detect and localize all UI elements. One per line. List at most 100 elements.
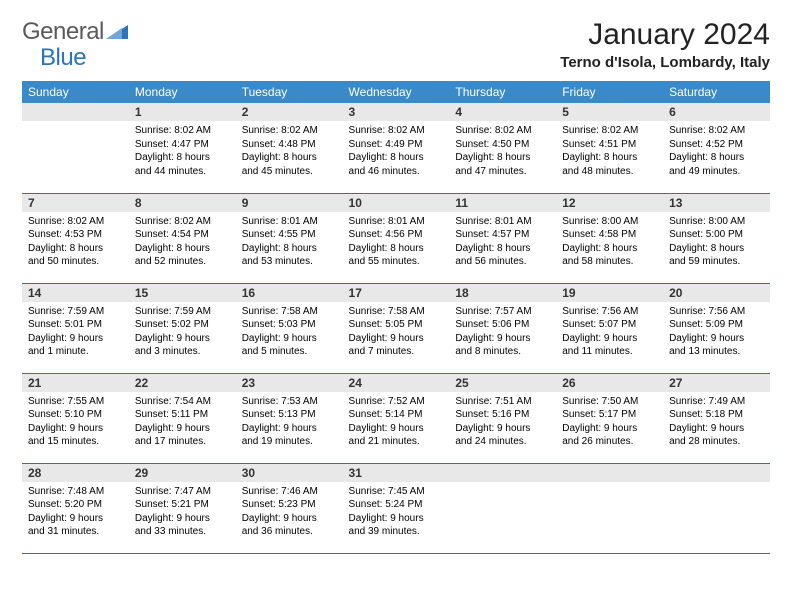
day-line: Sunrise: 8:00 AM bbox=[669, 215, 764, 229]
day-number: 3 bbox=[343, 103, 450, 121]
day-line: and 11 minutes. bbox=[562, 345, 657, 359]
day-line: Sunrise: 8:01 AM bbox=[349, 215, 444, 229]
day-content: Sunrise: 8:02 AMSunset: 4:50 PMDaylight:… bbox=[449, 121, 556, 184]
day-line: Sunset: 4:54 PM bbox=[135, 228, 230, 242]
day-line: Daylight: 8 hours bbox=[669, 151, 764, 165]
day-line: Daylight: 9 hours bbox=[455, 332, 550, 346]
day-line: Sunrise: 7:53 AM bbox=[242, 395, 337, 409]
day-number: 5 bbox=[556, 103, 663, 121]
day-line: Sunrise: 7:58 AM bbox=[242, 305, 337, 319]
day-line: Sunrise: 7:51 AM bbox=[455, 395, 550, 409]
day-content: Sunrise: 8:00 AMSunset: 4:58 PMDaylight:… bbox=[556, 212, 663, 275]
day-cell: 8Sunrise: 8:02 AMSunset: 4:54 PMDaylight… bbox=[129, 193, 236, 283]
day-cell: 3Sunrise: 8:02 AMSunset: 4:49 PMDaylight… bbox=[343, 103, 450, 193]
day-content: Sunrise: 7:58 AMSunset: 5:05 PMDaylight:… bbox=[343, 302, 450, 365]
day-line: Sunrise: 8:02 AM bbox=[135, 124, 230, 138]
day-line: Sunrise: 8:02 AM bbox=[242, 124, 337, 138]
day-line: Sunset: 5:11 PM bbox=[135, 408, 230, 422]
day-line: Sunset: 5:03 PM bbox=[242, 318, 337, 332]
day-content: Sunrise: 7:48 AMSunset: 5:20 PMDaylight:… bbox=[22, 482, 129, 545]
day-cell: 20Sunrise: 7:56 AMSunset: 5:09 PMDayligh… bbox=[663, 283, 770, 373]
day-content: Sunrise: 8:00 AMSunset: 5:00 PMDaylight:… bbox=[663, 212, 770, 275]
day-content: Sunrise: 7:46 AMSunset: 5:23 PMDaylight:… bbox=[236, 482, 343, 545]
day-number: 14 bbox=[22, 284, 129, 302]
day-content: Sunrise: 7:59 AMSunset: 5:01 PMDaylight:… bbox=[22, 302, 129, 365]
day-line: Sunset: 4:52 PM bbox=[669, 138, 764, 152]
day-line: Sunset: 4:48 PM bbox=[242, 138, 337, 152]
day-line: Sunrise: 7:55 AM bbox=[28, 395, 123, 409]
day-line: Sunset: 5:17 PM bbox=[562, 408, 657, 422]
day-line: and 39 minutes. bbox=[349, 525, 444, 539]
day-content: Sunrise: 7:55 AMSunset: 5:10 PMDaylight:… bbox=[22, 392, 129, 455]
day-cell: 26Sunrise: 7:50 AMSunset: 5:17 PMDayligh… bbox=[556, 373, 663, 463]
day-number: 2 bbox=[236, 103, 343, 121]
day-line: and 13 minutes. bbox=[669, 345, 764, 359]
day-content: Sunrise: 7:53 AMSunset: 5:13 PMDaylight:… bbox=[236, 392, 343, 455]
day-line: and 31 minutes. bbox=[28, 525, 123, 539]
day-number: 26 bbox=[556, 374, 663, 392]
day-cell: 28Sunrise: 7:48 AMSunset: 5:20 PMDayligh… bbox=[22, 463, 129, 553]
day-line: Sunrise: 8:02 AM bbox=[669, 124, 764, 138]
calendar-table: Sunday Monday Tuesday Wednesday Thursday… bbox=[22, 81, 770, 554]
week-row: 1Sunrise: 8:02 AMSunset: 4:47 PMDaylight… bbox=[22, 103, 770, 193]
day-cell: 22Sunrise: 7:54 AMSunset: 5:11 PMDayligh… bbox=[129, 373, 236, 463]
week-row: 7Sunrise: 8:02 AMSunset: 4:53 PMDaylight… bbox=[22, 193, 770, 283]
day-line: and 44 minutes. bbox=[135, 165, 230, 179]
day-cell: 18Sunrise: 7:57 AMSunset: 5:06 PMDayligh… bbox=[449, 283, 556, 373]
day-content: Sunrise: 8:02 AMSunset: 4:48 PMDaylight:… bbox=[236, 121, 343, 184]
day-line: Daylight: 9 hours bbox=[135, 512, 230, 526]
day-cell: 30Sunrise: 7:46 AMSunset: 5:23 PMDayligh… bbox=[236, 463, 343, 553]
day-cell: 31Sunrise: 7:45 AMSunset: 5:24 PMDayligh… bbox=[343, 463, 450, 553]
day-content bbox=[556, 482, 663, 491]
day-line: and 55 minutes. bbox=[349, 255, 444, 269]
day-number bbox=[449, 464, 556, 482]
day-line: Sunset: 5:14 PM bbox=[349, 408, 444, 422]
week-row: 21Sunrise: 7:55 AMSunset: 5:10 PMDayligh… bbox=[22, 373, 770, 463]
day-content: Sunrise: 8:01 AMSunset: 4:55 PMDaylight:… bbox=[236, 212, 343, 275]
day-number: 11 bbox=[449, 194, 556, 212]
day-line: Sunset: 4:55 PM bbox=[242, 228, 337, 242]
day-line: Sunset: 5:20 PM bbox=[28, 498, 123, 512]
day-number: 12 bbox=[556, 194, 663, 212]
weekday-header: Friday bbox=[556, 81, 663, 103]
day-number: 25 bbox=[449, 374, 556, 392]
day-number: 9 bbox=[236, 194, 343, 212]
day-line: and 52 minutes. bbox=[135, 255, 230, 269]
day-content: Sunrise: 7:50 AMSunset: 5:17 PMDaylight:… bbox=[556, 392, 663, 455]
day-content: Sunrise: 8:01 AMSunset: 4:56 PMDaylight:… bbox=[343, 212, 450, 275]
day-line: Sunset: 5:02 PM bbox=[135, 318, 230, 332]
day-line: Daylight: 9 hours bbox=[562, 422, 657, 436]
day-line: Daylight: 9 hours bbox=[28, 422, 123, 436]
day-line: Sunrise: 8:02 AM bbox=[349, 124, 444, 138]
day-number: 21 bbox=[22, 374, 129, 392]
title-block: January 2024 Terno d'Isola, Lombardy, It… bbox=[560, 18, 770, 77]
day-cell: 19Sunrise: 7:56 AMSunset: 5:07 PMDayligh… bbox=[556, 283, 663, 373]
day-line: Daylight: 8 hours bbox=[242, 151, 337, 165]
day-number: 1 bbox=[129, 103, 236, 121]
day-line: Daylight: 9 hours bbox=[28, 512, 123, 526]
day-line: Sunset: 5:16 PM bbox=[455, 408, 550, 422]
day-cell: 4Sunrise: 8:02 AMSunset: 4:50 PMDaylight… bbox=[449, 103, 556, 193]
day-cell bbox=[663, 463, 770, 553]
day-cell: 14Sunrise: 7:59 AMSunset: 5:01 PMDayligh… bbox=[22, 283, 129, 373]
day-line: Sunrise: 7:46 AM bbox=[242, 485, 337, 499]
day-cell: 17Sunrise: 7:58 AMSunset: 5:05 PMDayligh… bbox=[343, 283, 450, 373]
day-line: Sunset: 4:53 PM bbox=[28, 228, 123, 242]
day-content: Sunrise: 7:45 AMSunset: 5:24 PMDaylight:… bbox=[343, 482, 450, 545]
day-line: Daylight: 9 hours bbox=[135, 332, 230, 346]
day-cell: 7Sunrise: 8:02 AMSunset: 4:53 PMDaylight… bbox=[22, 193, 129, 283]
day-cell: 12Sunrise: 8:00 AMSunset: 4:58 PMDayligh… bbox=[556, 193, 663, 283]
day-number: 30 bbox=[236, 464, 343, 482]
day-number: 24 bbox=[343, 374, 450, 392]
day-line: Daylight: 9 hours bbox=[242, 512, 337, 526]
day-line: Sunrise: 7:52 AM bbox=[349, 395, 444, 409]
day-line: Sunrise: 7:58 AM bbox=[349, 305, 444, 319]
day-line: Sunrise: 7:48 AM bbox=[28, 485, 123, 499]
day-content: Sunrise: 7:49 AMSunset: 5:18 PMDaylight:… bbox=[663, 392, 770, 455]
day-number: 20 bbox=[663, 284, 770, 302]
logo-text-general: General bbox=[22, 18, 104, 46]
day-line: Sunrise: 8:02 AM bbox=[455, 124, 550, 138]
day-line: Sunrise: 7:54 AM bbox=[135, 395, 230, 409]
day-cell bbox=[22, 103, 129, 193]
day-line: Daylight: 8 hours bbox=[455, 242, 550, 256]
